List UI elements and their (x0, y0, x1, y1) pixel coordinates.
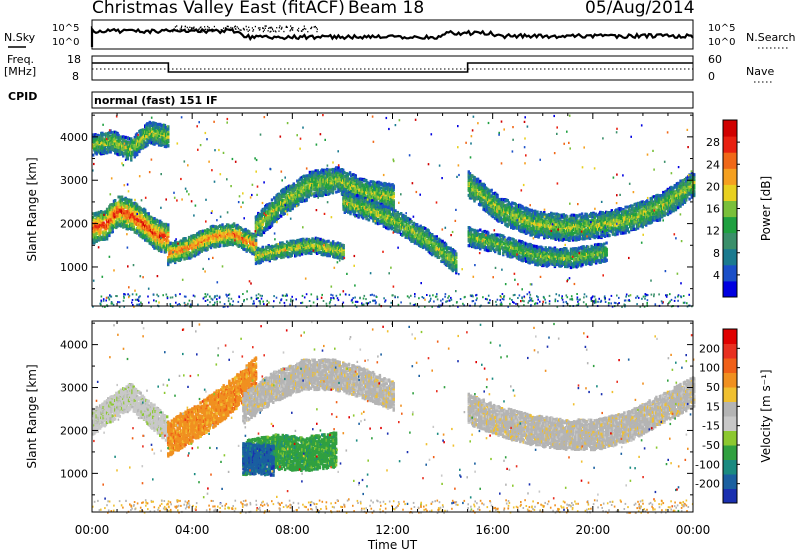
echo-cell (167, 139, 169, 142)
echo-cell (124, 150, 126, 153)
echo-cell (117, 146, 119, 149)
echo-cell (114, 149, 116, 152)
echo-cell (271, 224, 273, 227)
echo-cell (146, 123, 148, 126)
echo-cell (106, 208, 108, 211)
echo-cell (96, 232, 98, 235)
echo-cell (191, 254, 193, 257)
echo-cell (128, 200, 130, 203)
echo-cell (183, 258, 185, 261)
echo-cell (265, 225, 267, 228)
power-heatmap (92, 114, 695, 308)
echo-cell (198, 251, 200, 254)
echo-cell (219, 244, 221, 247)
echo-cell (108, 231, 110, 234)
power-echo-band-1 (92, 121, 170, 162)
echo-cell (212, 228, 214, 231)
echo-cell (124, 136, 126, 139)
echo-cell (202, 230, 204, 233)
echo-cell (282, 195, 284, 198)
echo-cell (273, 220, 275, 223)
freq-strip-frame (92, 56, 693, 80)
echo-cell (122, 198, 124, 201)
echo-cell (138, 150, 140, 153)
echo-cell (167, 233, 169, 236)
radar-summary-plot: 1000200030004000Slant Range [km]28242016… (0, 0, 800, 554)
echo-cell (250, 232, 252, 235)
echo-cell (127, 157, 129, 160)
echo-cell (212, 240, 214, 243)
echo-cell (305, 198, 307, 201)
echo-cell (287, 190, 289, 193)
echo-cell (244, 228, 246, 231)
echo-cell (102, 133, 104, 136)
echo-cell (160, 248, 162, 251)
echo-cell (167, 127, 169, 130)
echo-cell (212, 225, 214, 228)
echo-cell (108, 234, 110, 237)
echo-cell (248, 230, 250, 233)
echo-cell (221, 223, 223, 226)
echo-cell (335, 191, 337, 194)
echo-cell (321, 187, 323, 190)
echo-cell (154, 130, 156, 133)
echo-cell (277, 211, 279, 214)
echo-cell (343, 171, 345, 174)
echo-cell (94, 143, 96, 146)
echo-cell (169, 242, 171, 245)
echo-cell (144, 210, 146, 213)
cpid-frame (92, 92, 693, 108)
echo-cell (271, 198, 273, 201)
echo-cell (167, 136, 169, 139)
echo-cell (255, 246, 257, 249)
echo-cell (349, 171, 351, 174)
echo-cell (175, 244, 177, 247)
echo-cell (201, 250, 203, 253)
echo-cell (145, 135, 147, 138)
power-echo-band-0 (92, 196, 170, 254)
echo-cell (167, 223, 169, 226)
echo-cell (280, 215, 282, 218)
freq-line (92, 63, 693, 72)
echo-cell (148, 212, 150, 215)
echo-cell (280, 211, 282, 214)
echo-cell (136, 153, 138, 156)
echo-cell (93, 219, 95, 222)
echo-cell (112, 230, 114, 233)
echo-cell (130, 157, 132, 160)
echo-cell (255, 243, 257, 246)
echo-cell (297, 203, 299, 206)
echo-cell (239, 244, 241, 247)
echo-cell (355, 176, 357, 179)
power-echo-band-2 (167, 222, 257, 266)
echo-cell (261, 213, 263, 216)
echo-cell (123, 225, 125, 228)
echo-cell (157, 123, 159, 126)
echo-cell (136, 230, 138, 233)
echo-cell (139, 207, 141, 210)
echo-cell (319, 184, 321, 187)
echo-cell (243, 245, 245, 248)
echo-cell (149, 125, 151, 128)
echo-cell (279, 195, 281, 198)
echo-cell (117, 134, 119, 137)
nsky-line (92, 29, 693, 47)
echo-cell (114, 199, 116, 202)
echo-cell (255, 239, 257, 242)
echo-cell (146, 144, 148, 147)
echo-cell (366, 181, 368, 184)
echo-cell (293, 190, 295, 193)
echo-cell (313, 192, 315, 195)
echo-cell (206, 248, 208, 251)
echo-cell (180, 258, 182, 261)
echo-cell (109, 151, 111, 154)
echo-cell (167, 144, 169, 147)
echo-cell (129, 148, 131, 151)
